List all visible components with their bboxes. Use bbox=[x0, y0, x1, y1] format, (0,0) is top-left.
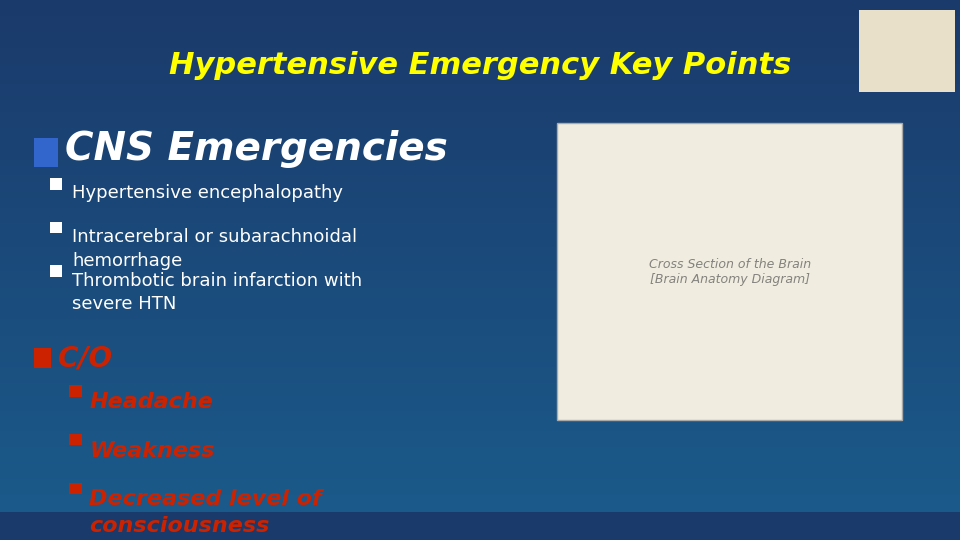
FancyBboxPatch shape bbox=[34, 348, 51, 368]
FancyBboxPatch shape bbox=[50, 222, 62, 233]
FancyBboxPatch shape bbox=[50, 265, 62, 276]
FancyBboxPatch shape bbox=[859, 10, 955, 92]
Text: Decreased level of
consciousness: Decreased level of consciousness bbox=[89, 489, 322, 536]
Text: Weakness: Weakness bbox=[89, 441, 215, 461]
Text: Thrombotic brain infarction with
severe HTN: Thrombotic brain infarction with severe … bbox=[72, 272, 362, 313]
FancyBboxPatch shape bbox=[557, 123, 902, 420]
FancyBboxPatch shape bbox=[69, 483, 82, 494]
Text: Cross Section of the Brain
[Brain Anatomy Diagram]: Cross Section of the Brain [Brain Anatom… bbox=[649, 258, 810, 286]
Text: Hypertensive Emergency Key Points: Hypertensive Emergency Key Points bbox=[169, 51, 791, 80]
Text: C/O: C/O bbox=[58, 344, 111, 372]
Text: Headache: Headache bbox=[89, 392, 213, 412]
FancyBboxPatch shape bbox=[69, 434, 82, 445]
FancyBboxPatch shape bbox=[69, 385, 82, 396]
FancyBboxPatch shape bbox=[34, 138, 58, 166]
Text: CNS Emergencies: CNS Emergencies bbox=[65, 130, 448, 167]
FancyBboxPatch shape bbox=[50, 178, 62, 190]
Text: Intracerebral or subarachnoidal
hemorrhage: Intracerebral or subarachnoidal hemorrha… bbox=[72, 228, 357, 269]
Text: Hypertensive encephalopathy: Hypertensive encephalopathy bbox=[72, 185, 343, 202]
